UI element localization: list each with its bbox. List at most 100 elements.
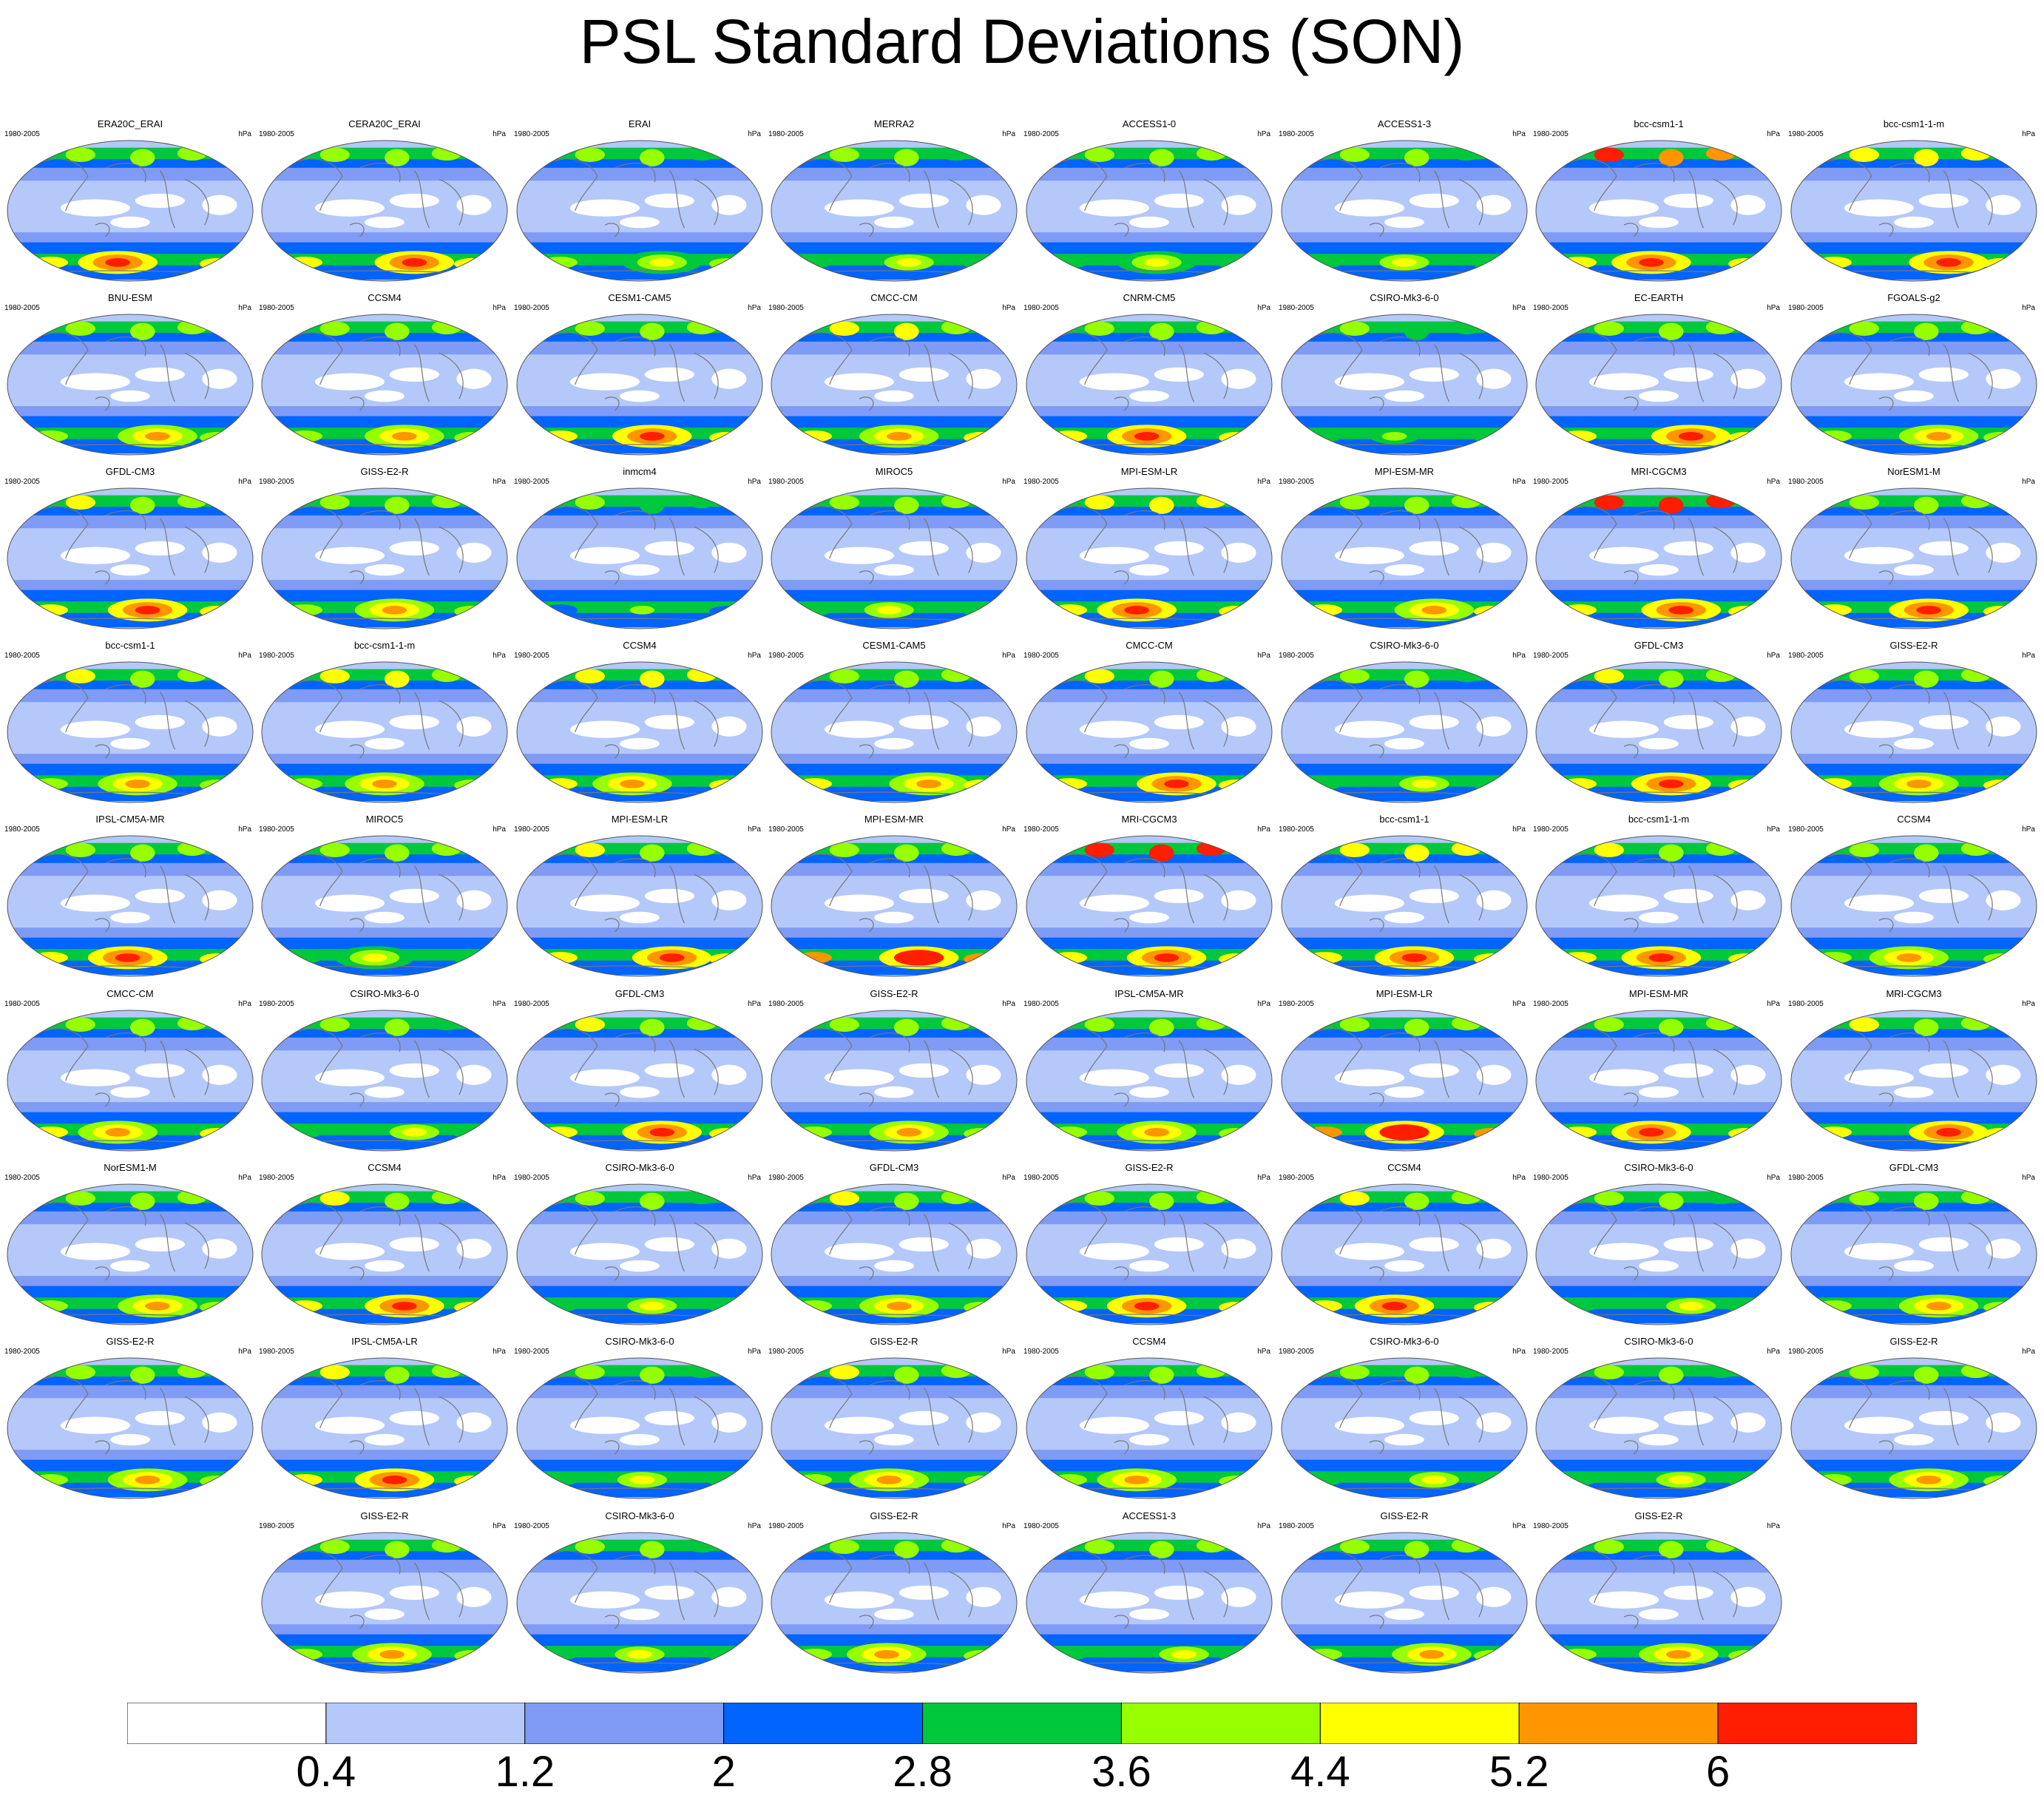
north-band [771, 1191, 1017, 1203]
north-band [262, 842, 507, 855]
north-peak [130, 844, 155, 862]
north-peak [65, 1365, 95, 1380]
low-variance-patch [711, 890, 747, 910]
north-band [1791, 842, 2037, 855]
map-panel: CSIRO-Mk3-6-0 1980-2005 hPa [257, 988, 512, 1157]
north-peak [1339, 1365, 1370, 1380]
south-peak [640, 1302, 665, 1311]
south-peak [1419, 1650, 1444, 1659]
north-peak [1849, 321, 1879, 337]
map-field [1281, 835, 1528, 977]
map-field [516, 140, 763, 282]
map-panel: ACCESS1-3 1980-2005 hPa [1277, 118, 1532, 287]
low-variance-patch [644, 541, 694, 556]
panel-title: MERRA2 [873, 118, 915, 129]
panel-units: hPa [1002, 1348, 1015, 1356]
north-peak [1705, 841, 1736, 856]
south-secondary [964, 1302, 999, 1314]
colorbar-tick-label: 2.8 [893, 1748, 952, 1796]
colorbar-segment [127, 1703, 327, 1744]
coastline [18, 158, 243, 276]
low-variance-patch [202, 1412, 237, 1433]
north-peak [575, 842, 605, 858]
north-band [1026, 1365, 1272, 1377]
north-peak [1196, 1538, 1227, 1553]
map-field [1026, 140, 1273, 282]
north-band [1536, 1017, 1781, 1030]
south-secondary [287, 952, 322, 964]
south-peak [379, 1650, 405, 1659]
south-secondary [964, 1476, 999, 1487]
map-field [1790, 140, 2037, 282]
south-peak [382, 1476, 407, 1484]
map-outline [516, 661, 763, 803]
panel-units: hPa [1002, 1522, 1015, 1530]
north-band [1282, 1539, 1527, 1552]
low-variance-patch [1730, 1412, 1766, 1433]
low-variance-patch [1129, 1433, 1169, 1446]
north-peak [1914, 1018, 1939, 1036]
north-peak [431, 320, 462, 335]
panel-title: NorESM1-M [1887, 466, 1940, 477]
north-band [771, 842, 1017, 855]
panel-units: hPa [1257, 825, 1270, 834]
panel-period: 1980-2005 [1533, 1174, 1568, 1182]
low-variance-patch [874, 1260, 914, 1272]
south-peak [916, 780, 941, 788]
map-panel: CCSM4 1980-2005 hPa [512, 640, 767, 808]
north-peak [431, 667, 462, 683]
low-variance-patch [1588, 373, 1659, 391]
north-band [517, 1017, 762, 1030]
map-panel: NorESM1-M 1980-2005 hPa [3, 1162, 257, 1331]
north-peak [829, 669, 859, 684]
low-variance-patch [1986, 1064, 2021, 1085]
map-field [771, 661, 1018, 803]
low-variance-patch [644, 1410, 694, 1426]
south-peak [876, 1476, 902, 1484]
map-panel: bcc-csm1-1-m 1980-2005 hPa [1787, 118, 2041, 287]
north-band [1791, 1191, 2037, 1203]
south-secondary [796, 952, 832, 964]
north-peak [177, 493, 208, 509]
south-secondary [1307, 604, 1342, 616]
map-outline [1281, 314, 1528, 456]
south-secondary [964, 1128, 999, 1140]
map-outline [771, 835, 1018, 977]
low-variance-patch [1730, 542, 1766, 563]
north-peak [385, 670, 410, 688]
map-outline [7, 314, 254, 456]
coastline [1292, 1202, 1517, 1320]
panel-title: CCSM4 [368, 1162, 402, 1173]
map-panel: GISS-E2-R 1980-2005 hPa [3, 1336, 257, 1504]
north-peak [319, 321, 350, 337]
north-peak [65, 495, 95, 510]
north-peak [1084, 495, 1114, 510]
low-variance-patch [1476, 1587, 1512, 1607]
map-panel: GISS-E2-R 1980-2005 hPa [1787, 1336, 2041, 1504]
low-variance-patch [60, 1416, 130, 1434]
south-secondary [542, 1474, 578, 1486]
south-secondary [1474, 1302, 1509, 1314]
south-secondary [200, 1128, 235, 1140]
south-secondary [1307, 1474, 1342, 1486]
panel-title: CSIRO-Mk3-6-0 [1370, 1336, 1439, 1347]
low-variance-patch [824, 547, 894, 564]
low-variance-patch [644, 193, 694, 209]
north-peak [1084, 669, 1114, 684]
map-outline [516, 140, 763, 282]
panel-title: ACCESS1-0 [1122, 118, 1177, 129]
map-outline [516, 1010, 763, 1152]
low-variance-patch [1079, 1069, 1149, 1087]
coastline [782, 1550, 1006, 1668]
north-band [1282, 321, 1527, 334]
map-outline [1535, 1183, 1782, 1325]
north-band [1026, 147, 1272, 160]
panel-title: MPI-ESM-LR [1375, 988, 1433, 999]
low-variance-patch [1844, 199, 1914, 217]
north-band [771, 147, 1017, 160]
low-variance-patch [1844, 373, 1914, 391]
south-secondary [709, 1302, 745, 1314]
low-variance-patch [899, 367, 949, 382]
low-variance-patch [824, 1069, 894, 1087]
map-field [771, 1357, 1018, 1499]
